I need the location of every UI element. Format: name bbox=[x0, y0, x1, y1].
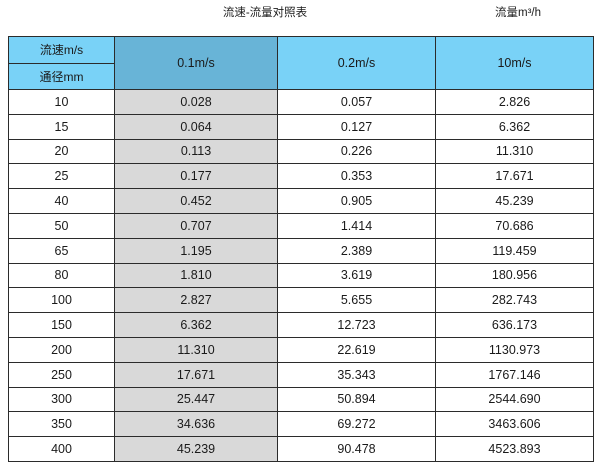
cell-flow-10: 282.743 bbox=[435, 287, 594, 314]
cell-flow-0-2: 3.619 bbox=[277, 262, 436, 289]
corner-header-diameter-label: 通径mm bbox=[39, 69, 84, 84]
page-title: 流速-流量对照表 bbox=[222, 7, 308, 19]
cell-flow-0-1: 0.707 bbox=[114, 212, 278, 239]
column-header-velocity-0-1: 0.1m/s bbox=[114, 36, 278, 90]
cell-diameter: 250 bbox=[8, 361, 115, 388]
cell-diameter: 150 bbox=[8, 312, 115, 338]
cell-flow-0-1: 0.177 bbox=[114, 163, 278, 190]
cell-flow-10: 70.686 bbox=[435, 212, 594, 239]
cell-flow-0-2: 50.894 bbox=[277, 386, 436, 413]
cell-flow-0-1: 34.636 bbox=[114, 411, 278, 438]
cell-diameter: 65 bbox=[8, 237, 115, 264]
table-row: 400 45.239 90.478 4523.893 bbox=[8, 436, 594, 462]
cell-flow-0-1: 0.028 bbox=[114, 89, 278, 115]
cell-flow-0-1: 25.447 bbox=[114, 386, 278, 413]
table-row: 100 2.827 5.655 282.743 bbox=[8, 287, 594, 314]
column-header-velocity-10: 10m/s bbox=[435, 36, 594, 90]
cell-flow-0-2: 69.272 bbox=[277, 411, 436, 438]
table-row: 300 25.447 50.894 2544.690 bbox=[8, 386, 594, 413]
table-row: 15 0.064 0.127 6.362 bbox=[8, 113, 594, 140]
cell-diameter: 20 bbox=[8, 138, 115, 165]
cell-diameter: 15 bbox=[8, 113, 115, 140]
cell-diameter: 10 bbox=[8, 89, 115, 115]
cell-flow-10: 3463.606 bbox=[435, 411, 594, 438]
table-row: 80 1.810 3.619 180.956 bbox=[8, 262, 594, 289]
cell-flow-0-1: 11.310 bbox=[114, 336, 278, 363]
cell-flow-10: 4523.893 bbox=[435, 436, 594, 462]
table-row: 20 0.113 0.226 11.310 bbox=[8, 138, 594, 165]
cell-flow-10: 119.459 bbox=[435, 237, 594, 264]
cell-flow-0-2: 0.353 bbox=[277, 163, 436, 190]
cell-flow-10: 2544.690 bbox=[435, 386, 594, 413]
caption-bar: 流速-流量对照表 流量m³/h bbox=[0, 0, 600, 36]
cell-diameter: 100 bbox=[8, 287, 115, 314]
cell-diameter: 350 bbox=[8, 411, 115, 438]
cell-flow-0-2: 0.905 bbox=[277, 188, 436, 214]
cell-flow-10: 45.239 bbox=[435, 188, 594, 214]
cell-diameter: 80 bbox=[8, 262, 115, 289]
table-row: 350 34.636 69.272 3463.606 bbox=[8, 411, 594, 438]
cell-flow-0-1: 1.810 bbox=[114, 262, 278, 289]
cell-diameter: 50 bbox=[8, 212, 115, 239]
table-row: 150 6.362 12.723 636.173 bbox=[8, 312, 594, 338]
table-body: 10 0.028 0.057 2.826 15 0.064 0.127 6.36… bbox=[8, 89, 594, 462]
flow-velocity-table-container: 流速m/s 通径mm 0.1m/s 0.2m/s 10m/s 10 0.028 … bbox=[8, 36, 594, 462]
cell-flow-0-2: 5.655 bbox=[277, 287, 436, 314]
cell-flow-10: 180.956 bbox=[435, 262, 594, 289]
cell-flow-10: 11.310 bbox=[435, 138, 594, 165]
cell-diameter: 300 bbox=[8, 386, 115, 413]
flow-velocity-table: 流速m/s 通径mm 0.1m/s 0.2m/s 10m/s 10 0.028 … bbox=[8, 36, 594, 462]
column-header-velocity-0-2: 0.2m/s bbox=[277, 36, 436, 90]
cell-flow-0-2: 1.414 bbox=[277, 212, 436, 239]
cell-flow-10: 1130.973 bbox=[435, 336, 594, 363]
cell-diameter: 200 bbox=[8, 336, 115, 363]
table-row: 40 0.452 0.905 45.239 bbox=[8, 188, 594, 214]
table-row: 65 1.195 2.389 119.459 bbox=[8, 237, 594, 264]
cell-diameter: 40 bbox=[8, 188, 115, 214]
cell-flow-10: 2.826 bbox=[435, 89, 594, 115]
cell-flow-0-2: 90.478 bbox=[277, 436, 436, 462]
cell-flow-10: 1767.146 bbox=[435, 361, 594, 388]
cell-flow-0-2: 0.127 bbox=[277, 113, 436, 140]
table-row: 250 17.671 35.343 1767.146 bbox=[8, 361, 594, 388]
cell-flow-0-1: 2.827 bbox=[114, 287, 278, 314]
cell-flow-10: 636.173 bbox=[435, 312, 594, 338]
flow-unit-label: 流量m³/h bbox=[495, 7, 541, 19]
cell-flow-0-1: 17.671 bbox=[114, 361, 278, 388]
cell-flow-0-1: 45.239 bbox=[114, 436, 278, 462]
cell-flow-0-2: 35.343 bbox=[277, 361, 436, 388]
cell-flow-10: 17.671 bbox=[435, 163, 594, 190]
table-row: 200 11.310 22.619 1130.973 bbox=[8, 336, 594, 363]
table-row: 25 0.177 0.353 17.671 bbox=[8, 163, 594, 190]
table-header: 流速m/s 通径mm 0.1m/s 0.2m/s 10m/s bbox=[8, 36, 594, 90]
cell-diameter: 400 bbox=[8, 436, 115, 462]
header-row: 流速m/s 通径mm 0.1m/s 0.2m/s 10m/s bbox=[8, 36, 594, 90]
corner-header-velocity-label: 流速m/s bbox=[9, 37, 114, 64]
cell-flow-0-2: 0.057 bbox=[277, 89, 436, 115]
cell-flow-0-1: 0.113 bbox=[114, 138, 278, 165]
cell-flow-10: 6.362 bbox=[435, 113, 594, 140]
cell-flow-0-1: 0.452 bbox=[114, 188, 278, 214]
cell-flow-0-1: 6.362 bbox=[114, 312, 278, 338]
table-row: 50 0.707 1.414 70.686 bbox=[8, 212, 594, 239]
cell-flow-0-2: 12.723 bbox=[277, 312, 436, 338]
cell-flow-0-1: 1.195 bbox=[114, 237, 278, 264]
cell-flow-0-2: 0.226 bbox=[277, 138, 436, 165]
corner-header-cell: 流速m/s 通径mm bbox=[8, 36, 115, 90]
cell-flow-0-1: 0.064 bbox=[114, 113, 278, 140]
cell-diameter: 25 bbox=[8, 163, 115, 190]
cell-flow-0-2: 22.619 bbox=[277, 336, 436, 363]
cell-flow-0-2: 2.389 bbox=[277, 237, 436, 264]
table-row: 10 0.028 0.057 2.826 bbox=[8, 89, 594, 115]
